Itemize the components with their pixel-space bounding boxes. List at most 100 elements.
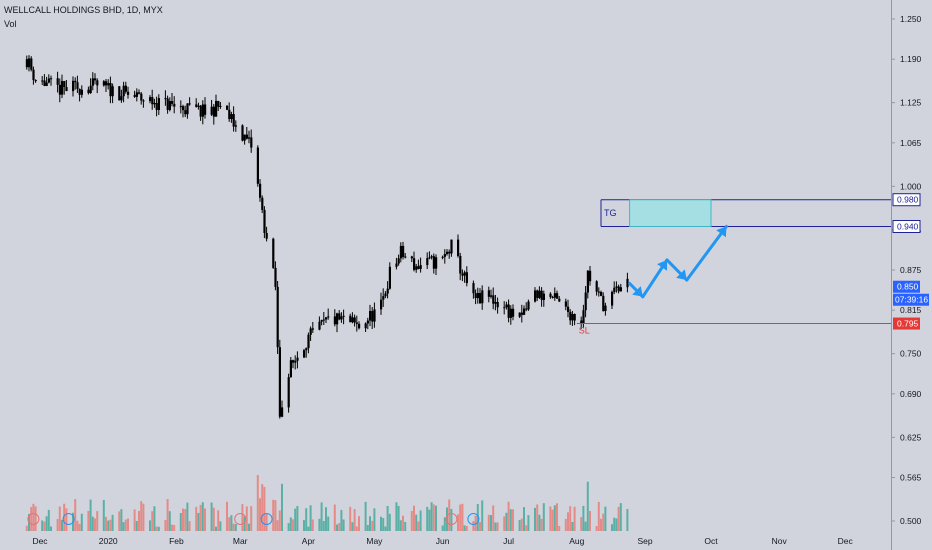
- volume-bar: [184, 509, 187, 531]
- price-axis-label: 0.750: [900, 349, 922, 359]
- volume-bar: [89, 499, 92, 531]
- volume-bar: [102, 500, 105, 531]
- candle-body: [228, 109, 231, 120]
- price-tag-0-980: 0.980: [892, 193, 921, 207]
- candle-body: [102, 81, 105, 86]
- candle-body: [558, 298, 561, 302]
- candle-body: [556, 293, 559, 299]
- candle-body: [340, 316, 343, 320]
- volume-bar: [325, 507, 327, 531]
- projection-arrows[interactable]: [628, 224, 728, 299]
- candle-body: [553, 293, 556, 298]
- candle-body: [503, 307, 506, 309]
- candle-body: [96, 80, 99, 86]
- candle-body: [413, 258, 416, 270]
- countdown-text: 07:39:16: [895, 295, 928, 305]
- candle-body: [243, 134, 246, 141]
- volume-bar: [573, 506, 576, 531]
- candle-body: [589, 270, 592, 282]
- price-tag-text: 0.940: [897, 221, 919, 231]
- candle-body: [157, 98, 160, 110]
- candle-body: [47, 78, 50, 83]
- candle-body: [457, 239, 460, 256]
- volume-bar: [597, 501, 600, 531]
- volume-bar: [338, 523, 341, 531]
- volume-bar: [527, 515, 530, 531]
- volume-bar: [226, 501, 228, 531]
- candle-body: [322, 319, 325, 321]
- candle-body: [492, 295, 495, 304]
- projection-arrowhead: [676, 269, 687, 281]
- candle-body: [28, 58, 31, 68]
- candle-body: [287, 377, 290, 408]
- candle-body: [58, 84, 61, 95]
- volume-bar: [426, 506, 429, 531]
- volume-bar: [195, 506, 198, 531]
- time-axis[interactable]: Dec 2020 Feb Mar Apr May Jun Jul Aug Sep Oct Nov Dec: [32, 536, 853, 546]
- volume-bar: [366, 525, 369, 531]
- candle-body: [549, 293, 552, 297]
- volume-bar: [523, 507, 525, 531]
- candle-body: [105, 81, 108, 86]
- volume-bar: [553, 505, 556, 531]
- volume-bar: [188, 521, 191, 531]
- projection-arrowhead: [657, 259, 668, 271]
- volume-bar: [472, 521, 475, 531]
- volume-bar: [419, 510, 422, 531]
- volume-bar: [153, 506, 156, 531]
- volume-bar: [182, 508, 184, 531]
- countdown-tag: 07:39:16: [893, 293, 929, 306]
- candle-body: [210, 106, 213, 115]
- candle-body: [307, 334, 310, 349]
- candle-body: [43, 80, 46, 86]
- volume-bar: [459, 504, 462, 531]
- price-axis-label: 0.500: [900, 516, 922, 526]
- volume-bar: [61, 519, 63, 531]
- candle-body: [397, 258, 400, 264]
- candle-body: [292, 360, 295, 363]
- volume-bar: [25, 525, 28, 531]
- volume-bar: [278, 510, 281, 531]
- target-zone[interactable]: [629, 199, 712, 227]
- candle-body: [518, 312, 521, 317]
- volume-bar: [479, 522, 481, 531]
- time-axis-label: Mar: [233, 536, 248, 546]
- volume-bar: [492, 505, 495, 531]
- volume-bar: [164, 520, 167, 531]
- candle-body: [613, 287, 616, 292]
- candle-body: [520, 312, 523, 315]
- volume-bar: [580, 517, 583, 531]
- candle-body: [564, 301, 567, 307]
- candle-body: [604, 305, 607, 312]
- candle-body: [80, 89, 83, 95]
- time-axis-label: Jul: [503, 536, 514, 546]
- candle-body: [303, 350, 306, 358]
- candle-body: [446, 251, 449, 254]
- candle-body: [626, 278, 629, 288]
- candle-body: [276, 286, 279, 348]
- candle-body: [336, 313, 339, 325]
- volume-bar: [34, 506, 37, 531]
- volume-bar: [217, 510, 220, 531]
- candle-body: [138, 92, 141, 94]
- candle-body: [399, 245, 402, 259]
- candle-body: [410, 256, 413, 259]
- candle-body: [597, 291, 600, 293]
- volume-bar: [63, 503, 66, 531]
- candle-body: [450, 239, 453, 254]
- time-axis-label: Aug: [569, 536, 584, 546]
- candle-body: [325, 317, 328, 320]
- candle-body: [602, 295, 605, 312]
- volume-bar: [41, 520, 44, 531]
- volume-bar: [520, 518, 523, 531]
- candle-body: [479, 293, 482, 304]
- candle-body: [527, 301, 530, 310]
- symbol-title[interactable]: WELLCALL HOLDINGS BHD, 1D, MYX: [4, 5, 163, 15]
- candle-body: [201, 104, 204, 117]
- candle-body: [151, 97, 154, 105]
- candle-body: [309, 328, 312, 335]
- volume-bar: [496, 522, 499, 531]
- volume-bar: [294, 508, 297, 531]
- volume-bar: [474, 515, 477, 531]
